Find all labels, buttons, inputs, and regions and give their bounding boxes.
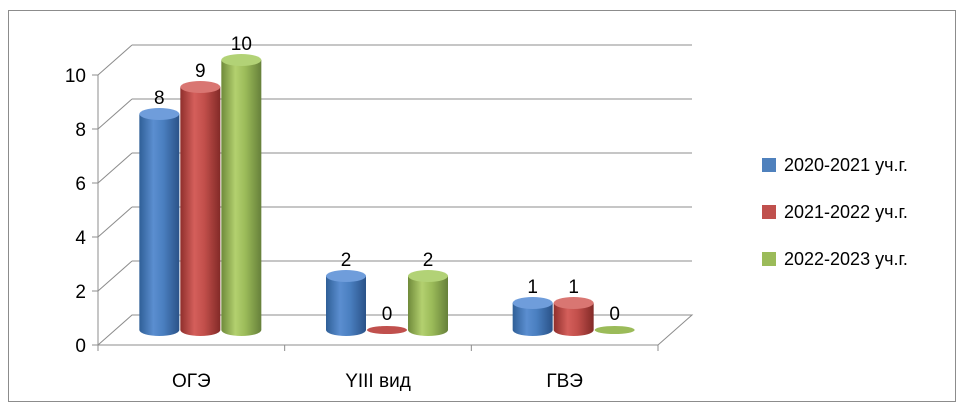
legend-swatch-1	[762, 158, 776, 172]
bar-top	[512, 297, 553, 309]
gridline-diag	[97, 98, 133, 130]
bar	[512, 303, 553, 336]
bar	[139, 114, 180, 336]
x-tick-label: ГВЭ	[546, 371, 583, 392]
x-tick-label: ОГЭ	[172, 371, 211, 392]
gridline-diag	[97, 260, 133, 292]
data-label: 0	[609, 304, 620, 325]
legend-label-1: 2020-2021 уч.г.	[784, 155, 908, 175]
y-tick-label: 0	[75, 336, 86, 357]
bar-top	[408, 270, 448, 282]
bar-top	[180, 81, 221, 93]
data-label: 2	[423, 250, 434, 271]
data-label: 9	[195, 61, 206, 82]
bar	[553, 303, 594, 336]
bar-top	[221, 54, 262, 66]
bar	[326, 276, 366, 336]
bar	[594, 326, 635, 334]
bar-top	[139, 108, 180, 120]
gridline-diag	[97, 206, 133, 238]
gridline-diag	[97, 152, 133, 184]
legend: 2020-2021 уч.г. 2021-2022 уч.г. 2022-202…	[762, 155, 908, 269]
data-label: 2	[341, 250, 352, 271]
bar-top	[553, 297, 594, 309]
bar	[367, 326, 407, 334]
y-tick-label: 4	[75, 228, 86, 249]
y-tick-label: 2	[75, 282, 86, 303]
x-axis: ОГЭ YIII вид ГВЭ	[97, 345, 659, 392]
bar	[408, 276, 448, 336]
bar-top	[326, 270, 366, 282]
data-label: 8	[154, 88, 165, 109]
data-label: 1	[527, 277, 538, 298]
y-tick-label: 6	[75, 174, 86, 195]
gridline-diag	[97, 44, 133, 76]
y-tick-label: 8	[75, 120, 86, 141]
data-label: 0	[382, 304, 393, 325]
legend-swatch-2	[762, 205, 776, 219]
x-tick-label: YIII вид	[345, 371, 411, 392]
bar	[221, 60, 262, 336]
legend-label-2: 2021-2022 уч.г.	[784, 202, 908, 222]
bar	[180, 87, 221, 336]
legend-swatch-3	[762, 252, 776, 266]
legend-label-3: 2022-2023 уч.г.	[784, 249, 908, 269]
data-label: 10	[231, 34, 252, 55]
y-axis: 0 2 4 6 8 10	[65, 66, 99, 357]
data-label: 1	[568, 277, 579, 298]
y-tick-label: 10	[65, 66, 86, 87]
bars	[139, 54, 635, 336]
